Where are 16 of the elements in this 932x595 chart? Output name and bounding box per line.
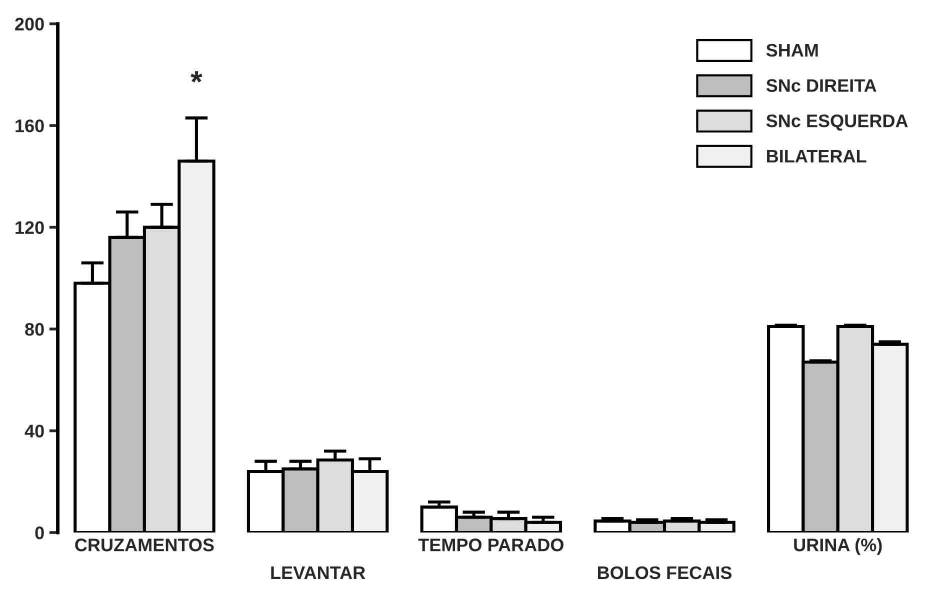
y-tick-label: 120 — [16, 221, 44, 234]
y-tick-label: 0 — [35, 526, 44, 540]
legend-label: SNc DIREITA — [766, 79, 876, 92]
y-tick-label: 40 — [24, 424, 44, 438]
y-tick-label: 200 — [15, 18, 44, 31]
x-tick-label: LEVANTAR — [271, 566, 366, 579]
legend-label: SHAM — [766, 44, 818, 57]
x-tick-label: TEMPO PARADO — [418, 538, 564, 552]
x-tick-label: CRUZAMENTOS — [75, 538, 214, 552]
y-tick-label: 160 — [16, 119, 44, 132]
annotation: * — [190, 71, 202, 82]
legend-label: BILATERAL — [767, 150, 866, 162]
x-tick-label: BOLOS FECAIS — [598, 566, 732, 580]
x-tick-label: URINA (%) — [794, 538, 882, 555]
legend-label: SNc ESQUERDA — [766, 114, 908, 131]
y-tick-label: 80 — [25, 322, 44, 336]
